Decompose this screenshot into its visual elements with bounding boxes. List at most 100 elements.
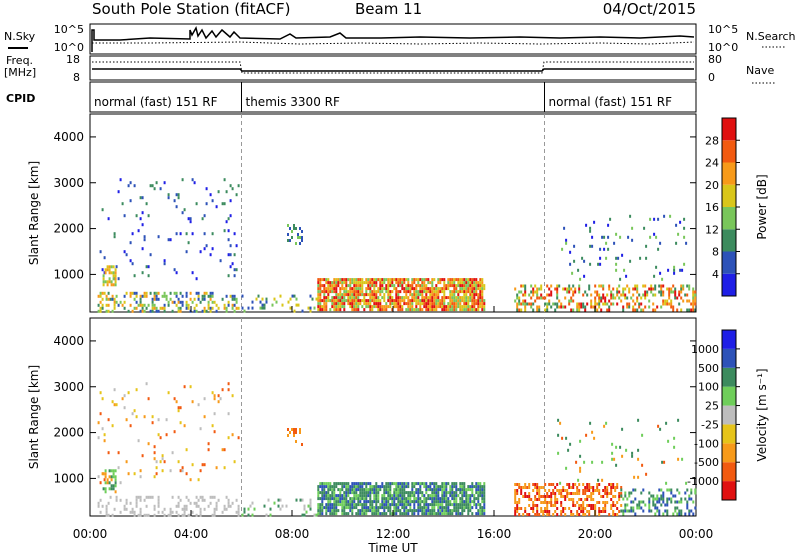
data-cell — [127, 391, 130, 395]
data-cell — [409, 503, 412, 507]
data-cell — [457, 509, 460, 513]
data-cell — [139, 196, 142, 200]
data-cell — [183, 507, 186, 511]
data-cell — [437, 512, 440, 516]
data-cell — [367, 302, 370, 306]
data-cell — [479, 284, 482, 288]
data-cell — [211, 300, 214, 304]
data-cell — [433, 494, 436, 498]
data-cell — [481, 287, 484, 291]
data-cell — [105, 513, 108, 517]
data-cell — [650, 509, 653, 513]
data-cell — [534, 513, 537, 516]
data-cell — [403, 296, 406, 300]
data-cell — [113, 303, 116, 307]
data-cell — [401, 506, 404, 510]
data-cell — [467, 278, 470, 282]
data-cell — [453, 506, 456, 510]
y-axis-label: Slant Range [km] — [27, 365, 41, 469]
data-cell — [397, 500, 400, 504]
data-cell — [548, 287, 551, 291]
data-cell — [622, 509, 625, 513]
data-cell — [427, 278, 430, 282]
data-cell — [363, 506, 366, 510]
data-cell — [455, 299, 458, 303]
data-cell — [674, 290, 677, 294]
data-cell — [417, 494, 420, 498]
data-cell — [631, 226, 634, 230]
data-cell — [99, 412, 102, 416]
data-cell — [145, 306, 148, 310]
data-cell — [628, 509, 631, 513]
data-cell — [235, 297, 238, 301]
data-cell — [159, 460, 162, 464]
data-cell — [692, 287, 695, 291]
data-cell — [233, 297, 236, 301]
data-cell — [560, 495, 563, 498]
data-cell — [680, 287, 683, 291]
data-cell — [145, 513, 148, 517]
data-cell — [189, 385, 192, 389]
data-cell — [335, 497, 338, 501]
data-cell — [670, 497, 673, 501]
data-cell — [183, 513, 186, 517]
data-cell — [351, 278, 354, 282]
data-cell — [481, 284, 484, 288]
data-cell — [481, 296, 484, 300]
data-cell — [105, 294, 108, 298]
data-cell — [483, 299, 486, 303]
data-cell — [421, 287, 424, 291]
data-cell — [135, 504, 138, 508]
data-cell — [263, 303, 266, 307]
data-cell — [449, 296, 452, 300]
data-cell — [630, 509, 633, 513]
data-cell — [597, 262, 600, 266]
data-cell — [546, 504, 549, 507]
data-cell — [407, 278, 410, 282]
data-cell — [656, 509, 659, 513]
data-cell — [102, 274, 105, 278]
data-cell — [189, 217, 192, 221]
data-cell — [323, 296, 326, 300]
data-cell — [229, 214, 232, 218]
data-cell — [115, 265, 118, 269]
data-cell — [457, 278, 460, 282]
colorbar-swatch — [722, 251, 736, 274]
data-cell — [337, 296, 340, 300]
data-cell — [321, 299, 324, 303]
data-cell — [532, 290, 535, 294]
data-cell — [323, 305, 326, 309]
data-cell — [433, 485, 436, 489]
data-cell — [421, 491, 424, 495]
data-cell — [367, 287, 370, 291]
data-cell — [583, 274, 586, 278]
data-cell — [653, 232, 656, 236]
data-cell — [353, 500, 356, 504]
data-cell — [265, 300, 268, 304]
data-cell — [397, 482, 400, 486]
data-cell — [542, 513, 545, 516]
data-cell — [570, 308, 573, 312]
data-cell — [475, 302, 478, 306]
data-cell — [668, 296, 671, 300]
data-cell — [353, 503, 356, 507]
data-cell — [181, 507, 184, 511]
data-cell — [377, 287, 380, 291]
data-cell — [461, 287, 464, 291]
data-cell — [353, 296, 356, 300]
data-cell — [373, 290, 376, 294]
data-cell — [357, 281, 360, 285]
data-cell — [614, 489, 617, 492]
data-cell — [339, 482, 342, 486]
data-cell — [441, 485, 444, 489]
data-cell — [445, 305, 448, 309]
data-cell — [377, 512, 380, 516]
data-cell — [636, 503, 639, 507]
data-cell — [439, 512, 442, 516]
data-cell — [189, 478, 192, 482]
data-cell — [139, 294, 142, 298]
data-cell — [321, 278, 324, 282]
data-cell — [407, 284, 410, 288]
data-cell — [97, 475, 100, 479]
data-cell — [678, 509, 681, 513]
